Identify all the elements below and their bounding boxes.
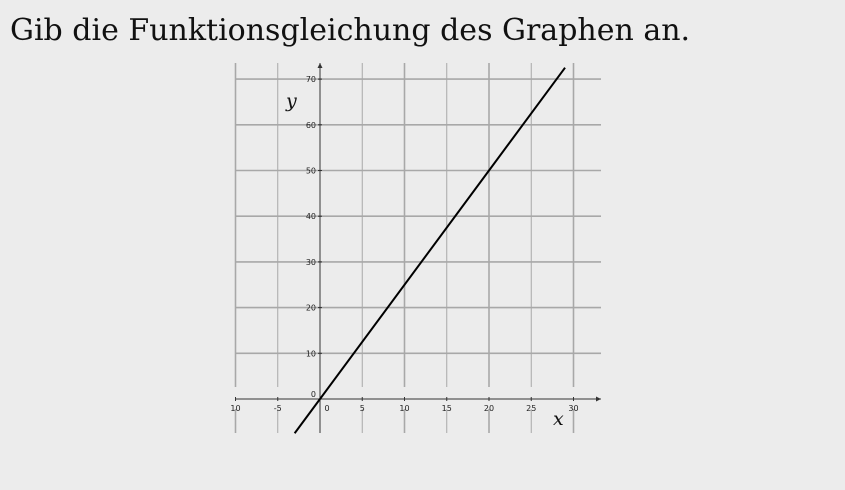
x-tick-label: 10 [230,404,240,413]
y-tick-label: 0 [311,390,316,399]
y-tick-label: 20 [306,304,316,313]
y-axis-arrow [317,63,323,68]
x-axis-label: x [553,408,564,430]
x-tick-label: 5 [360,404,365,413]
tick-labels: 10 -5 0 5 10 15 20 25 30 0 10 20 30 40 50 60 70 [230,75,578,413]
y-tick-label: 10 [306,349,316,358]
y-tick-label: 50 [306,167,316,176]
grid [233,63,603,433]
y-tick-label: 30 [306,258,316,267]
y-tick-label: 40 [306,212,316,221]
y-tick-label: 70 [306,75,316,84]
x-tick-label: 20 [484,404,494,413]
task-title: Gib die Funktionsgleichung des Graphen a… [10,13,691,48]
x-tick-label: 25 [526,404,536,413]
x-axis-band [233,387,603,409]
x-tick-label: 10 [399,404,409,413]
function-line [293,67,566,434]
x-axis-arrow [596,396,601,402]
axes [235,63,601,433]
x-tick-label: 30 [568,404,578,413]
y-tick-label: 60 [306,121,316,130]
x-tick-label: 0 [324,404,329,413]
x-tick-label: -5 [274,404,282,413]
y-axis-label: y [285,90,297,112]
series [293,67,566,434]
x-tick-label: 15 [442,404,452,413]
